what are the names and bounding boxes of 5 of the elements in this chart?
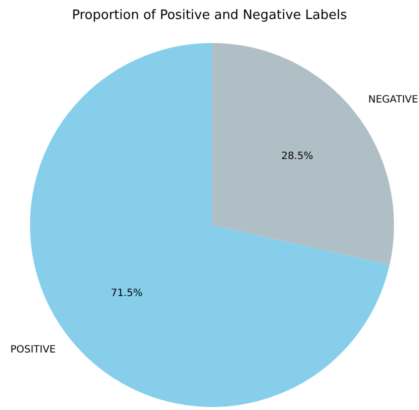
chart-title: Proportion of Positive and Negative Labels	[72, 8, 348, 23]
data-label: 71.5%	[110, 288, 143, 299]
slice-label: NEGATIVE	[368, 94, 418, 106]
data-label: 28.5%	[281, 151, 314, 162]
slice-label: POSITIVE	[10, 344, 56, 356]
